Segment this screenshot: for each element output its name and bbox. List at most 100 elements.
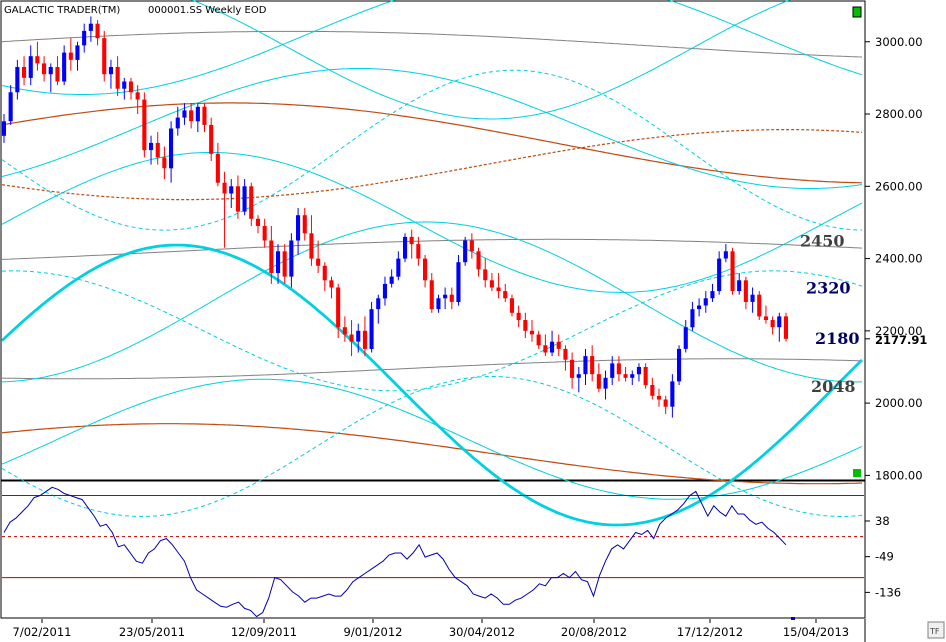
candle [677,345,682,386]
candle [443,287,448,310]
candle-body [22,67,27,78]
candle-body [155,142,160,158]
price-tick-label: 2600.00 [875,179,923,193]
candle [543,334,548,357]
osc-tick-label: -136 [875,585,901,599]
candle [483,258,488,288]
candle-body [663,399,668,407]
candle-body [189,110,194,122]
candle-body [643,367,648,386]
candle [1,114,6,143]
candle-body [596,374,601,389]
candle-body [322,265,327,281]
candle-body [108,67,113,75]
candle [322,262,327,292]
last-price-label: 2177.91 [875,333,927,347]
candle [142,92,147,158]
candle-body [75,45,80,60]
price-tick-label: 2200.00 [875,324,923,338]
candle-body [783,316,788,339]
candle-body [503,291,508,299]
candle [503,283,508,302]
candle [382,276,387,306]
candle [429,273,434,313]
candle [703,291,708,313]
candle-body [483,269,488,281]
candle [570,352,575,389]
candle [416,236,421,266]
candle-body [423,258,428,281]
candle-body [610,363,615,378]
top-marker-icon[interactable] [852,6,862,18]
candle-body [463,240,468,263]
candle [403,233,408,263]
candle-body [269,240,274,273]
candle-body [62,52,67,82]
candle-body [142,99,147,151]
candle-body [770,320,775,328]
candle [636,363,641,382]
orange-cycle-line [1,129,863,201]
candle-body [570,359,575,378]
candle-body [710,291,715,299]
level-annotation: 2320 [806,278,851,297]
candle [229,179,234,208]
candle-body [523,320,528,331]
candle-body [469,240,474,252]
candle-body [550,341,555,353]
candle-body [429,280,434,310]
candle-body [209,124,214,154]
candle-body [342,327,347,335]
candle [349,320,354,357]
price-tick-label: 2800.00 [875,107,923,121]
candle-body [249,186,254,219]
candle [643,363,648,389]
cyan-cycle-line [1,0,863,95]
candle [476,247,481,277]
candle [202,103,207,133]
candle [763,305,768,324]
cyan-cycle-line [1,69,863,231]
candle [362,316,367,357]
candle [697,298,702,317]
candle-body [349,334,354,342]
candle-body [556,341,561,349]
candle-body [656,395,661,400]
cyan-cycle-line [1,376,863,518]
candle [282,244,287,284]
candle-body [690,309,695,328]
candle [195,103,200,133]
gray-cycle-line [1,238,863,260]
candle-body [630,374,635,378]
candle [42,56,47,82]
candle-body [149,142,154,151]
candle-body [128,81,133,93]
candle-body [623,374,628,378]
tf-badge[interactable]: TF [927,621,945,639]
candle-body [222,182,227,194]
candle-body [302,215,307,234]
candle [262,218,267,248]
candle-body [88,23,93,31]
candle-body [737,280,742,292]
candle-body [135,92,140,100]
candle-body [529,330,534,335]
candle [189,103,194,129]
candle [670,374,675,418]
candle [222,171,227,248]
bottom-marker-icon[interactable] [853,469,861,477]
candle [162,146,167,180]
candle [583,348,588,386]
candle-body [543,345,548,353]
candle-body [162,157,167,169]
candle [469,233,474,259]
candle [423,254,428,288]
annotations-layer: 2450 2320 2180 2048 [800,232,860,396]
candle [650,377,655,400]
candle [656,388,661,407]
candle [523,312,528,339]
candle [496,273,501,299]
candle [356,323,361,353]
candle-body [382,283,387,299]
